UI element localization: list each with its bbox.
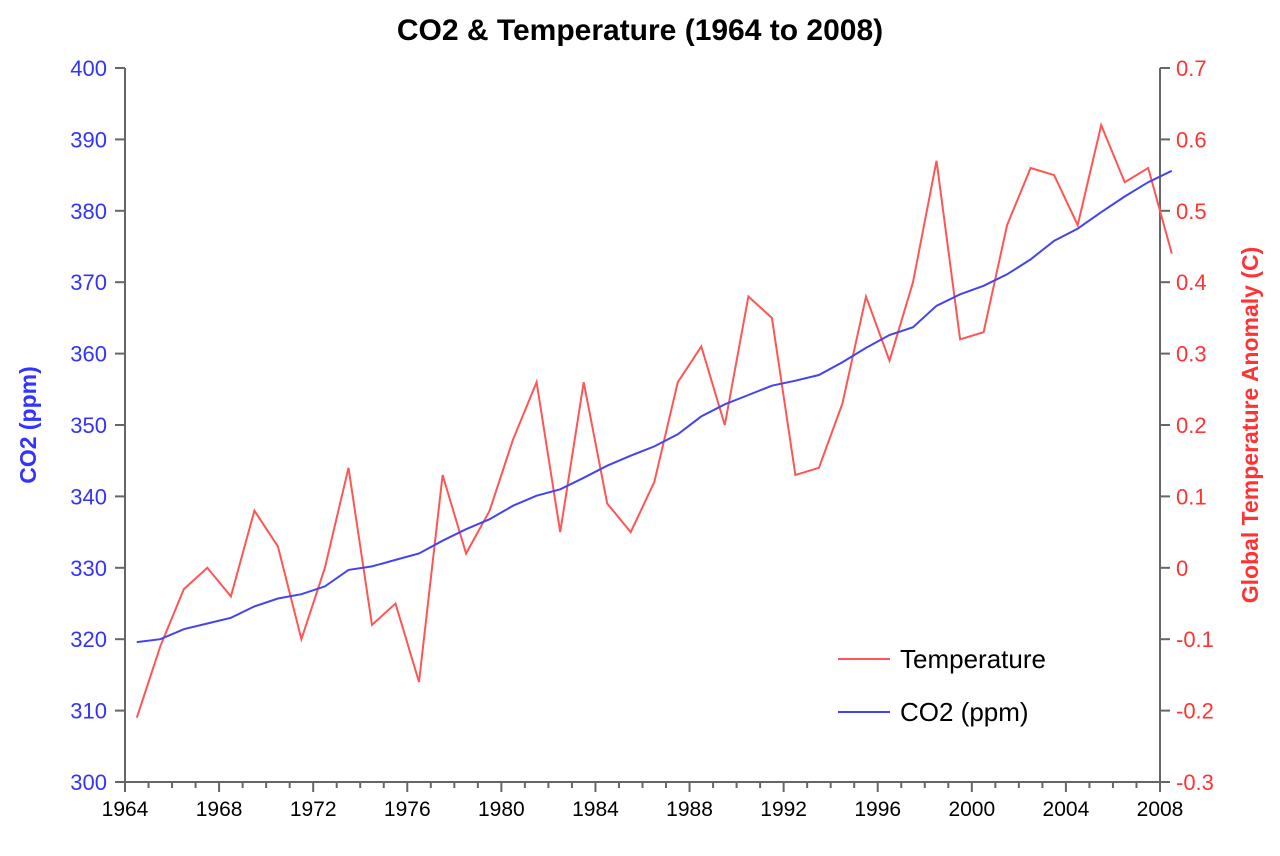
- left-tick-label: 310: [70, 699, 107, 724]
- x-tick-label: 1992: [760, 798, 807, 821]
- left-axis-label: CO2 (ppm): [15, 366, 41, 484]
- x-tick-label: 1972: [290, 798, 337, 821]
- right-tick-label: 0.1: [1176, 484, 1207, 509]
- left-tick-label: 380: [70, 199, 107, 224]
- legend: Temperature CO2 (ppm): [838, 644, 1046, 727]
- left-tick-label: 300: [70, 770, 107, 795]
- x-tick-label: 1996: [854, 798, 901, 821]
- left-tick-label: 320: [70, 627, 107, 652]
- left-tick-label: 390: [70, 127, 107, 152]
- right-tick-label: 0.7: [1176, 56, 1207, 81]
- right-tick-label: -0.2: [1176, 699, 1214, 724]
- right-axis-label: Global Temperature Anomaly (C): [1237, 247, 1263, 604]
- x-tick-label: 1968: [196, 798, 243, 821]
- left-tick-label: 350: [70, 413, 107, 438]
- left-axis-ticks: 300 310 320 330 340 350 360 370 380 390 400: [70, 56, 125, 795]
- series-layer: [135, 121, 1173, 719]
- right-tick-label: 0.5: [1176, 199, 1207, 224]
- left-tick-label: 340: [70, 484, 107, 509]
- right-axis-ticks: -0.3 -0.2 -0.1 0 0.1 0.2 0.3 0.4 0.5 0.6 0.7: [1160, 56, 1214, 795]
- series-line-temperature: [135, 121, 1173, 719]
- x-tick-label: 1988: [666, 798, 713, 821]
- x-tick-label: 2008: [1137, 798, 1184, 821]
- left-tick-label: 330: [70, 556, 107, 581]
- right-tick-label: -0.3: [1176, 770, 1214, 795]
- right-tick-label: 0.3: [1176, 342, 1207, 367]
- x-tick-label: 1980: [478, 798, 525, 821]
- right-tick-label: 0.2: [1176, 413, 1207, 438]
- x-tick-label: 1964: [102, 798, 149, 821]
- left-tick-label: 400: [70, 56, 107, 81]
- x-tick-label: 1976: [384, 798, 431, 821]
- x-tick-label: 2000: [948, 798, 995, 821]
- legend-label-temperature: Temperature: [900, 644, 1046, 674]
- x-tick-label: 1984: [572, 798, 619, 821]
- series-line-co2-ppm: [136, 169, 1173, 644]
- legend-label-co2: CO2 (ppm): [900, 697, 1029, 727]
- chart-title: CO2 & Temperature (1964 to 2008): [397, 14, 883, 47]
- right-tick-label: 0: [1176, 556, 1188, 581]
- left-tick-label: 360: [70, 342, 107, 367]
- x-tick-label: 2004: [1043, 798, 1090, 821]
- left-tick-label: 370: [70, 270, 107, 295]
- right-tick-label: 0.6: [1176, 127, 1207, 152]
- right-tick-label: 0.4: [1176, 270, 1207, 295]
- x-axis-ticks: 1964 1968 1972 1976 1980 1984 1988 1992 1996 2000…: [102, 782, 1184, 821]
- right-tick-label: -0.1: [1176, 627, 1214, 652]
